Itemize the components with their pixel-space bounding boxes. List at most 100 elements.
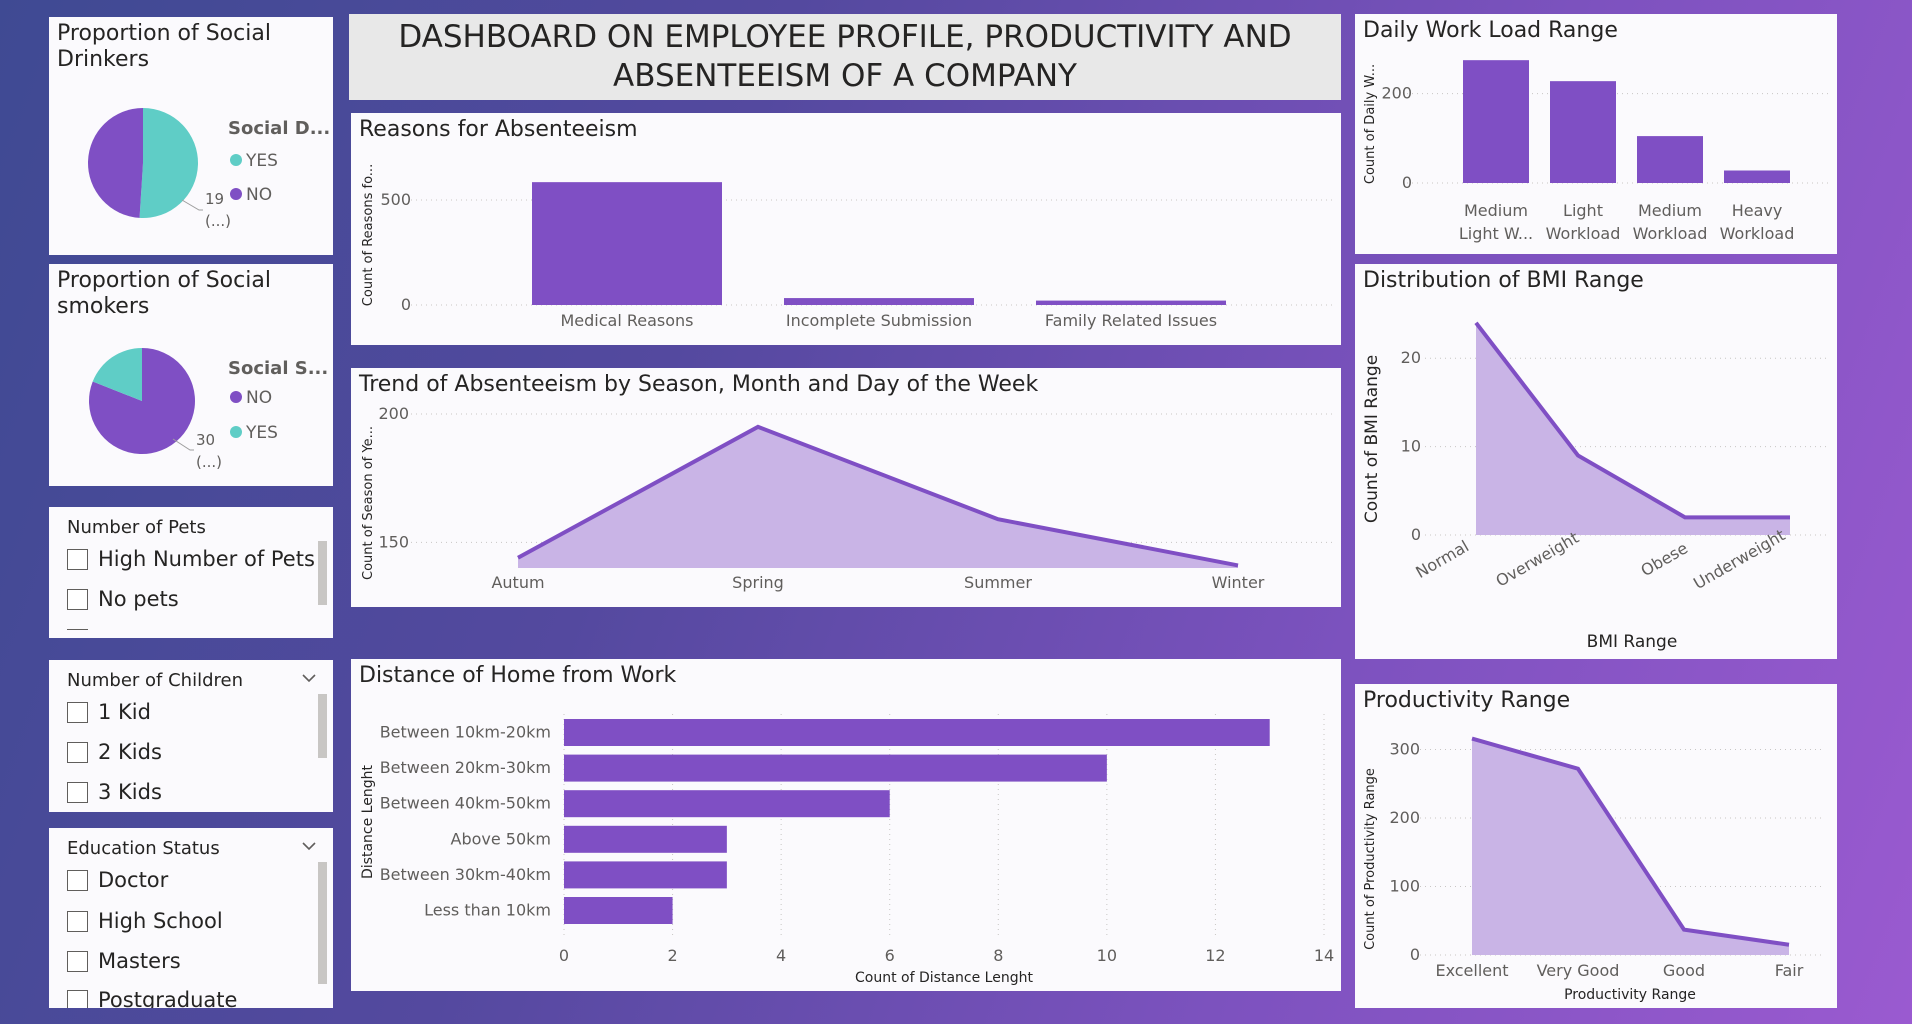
bmi-chart: 0 10 20 Count of BMI Range Normal Overweight O… (1362, 321, 1830, 652)
bar[interactable] (1724, 170, 1790, 183)
bar[interactable] (1463, 60, 1529, 183)
x-axis-label: Productivity Range (1564, 987, 1696, 1003)
scrollbar[interactable] (318, 541, 327, 605)
pie-slice-yes[interactable] (92, 348, 142, 401)
reasons-chart: 0 500 Count of Reasons fo... Medical Reason… (361, 164, 1336, 330)
y-tick-label: 200 (378, 404, 409, 423)
pie-slice-no[interactable] (88, 108, 143, 218)
bar[interactable] (784, 298, 974, 305)
slicer-item-doctor[interactable]: Doctor (67, 868, 168, 892)
pie-slice-yes[interactable] (139, 108, 199, 218)
y-tick-label: 100 (1389, 877, 1420, 896)
x-tick-label: 10 (1097, 946, 1117, 965)
children-slicer: Number of Children 1 Kid 2 Kids 3 Kids (49, 660, 333, 812)
distance-chart: 0 2 4 6 8 10 12 14 Between 10km-20km Between 20km… (360, 714, 1334, 986)
pets-slicer: Number of Pets High Number of Pets No pe… (49, 507, 333, 638)
slicer-item-no-pets[interactable]: No pets (67, 587, 179, 611)
slicer-item-3-kids[interactable]: 3 Kids (67, 780, 162, 804)
pie-data-label-ellipsis: (...) (196, 453, 222, 471)
x-tick-label: Very Good (1537, 961, 1620, 980)
social-smokers-card: Proportion of Social smokers 30 (...) So… (49, 264, 333, 486)
y-tick-label: Between 30km-40km (380, 865, 551, 884)
checkbox[interactable] (67, 910, 88, 932)
scrollbar[interactable] (318, 862, 327, 984)
y-axis-label: Count of Daily W... (1363, 64, 1378, 184)
checkbox[interactable] (67, 869, 88, 891)
y-tick-label: Less than 10km (424, 901, 551, 920)
x-tick-label: Heavy (1732, 201, 1783, 220)
education-slicer-title: Education Status (67, 838, 220, 859)
slicer-item-label: Postgraduate (98, 988, 238, 1008)
productivity-card: Productivity Range 0 100 200 300 Count of Pr… (1355, 684, 1837, 1008)
checkbox[interactable] (67, 741, 88, 763)
x-tick-label: Obese (1638, 538, 1691, 580)
y-tick-label: 10 (1401, 437, 1421, 456)
bar[interactable] (564, 790, 890, 818)
x-tick-label: 14 (1314, 946, 1334, 965)
y-axis-label: Distance Lenght (360, 765, 376, 879)
x-tick-label: Overweight (1492, 528, 1582, 591)
y-tick-label: Between 40km-50km (380, 794, 551, 813)
legend-marker-yes (230, 154, 242, 166)
x-tick-label: 2 (667, 946, 677, 965)
x-tick-label: 4 (776, 946, 786, 965)
x-tick-label: Incomplete Submission (786, 311, 972, 330)
x-tick-label: Medical Reasons (560, 311, 693, 330)
slicer-item-label: No pets (98, 587, 179, 611)
reasons-card: Reasons for Absenteeism 0 500 Count of Rea… (351, 113, 1341, 345)
social-smokers-title: Proportion of Social smokers (57, 268, 271, 319)
bar[interactable] (564, 897, 673, 924)
x-tick-label: Winter (1212, 573, 1265, 592)
slicer-item-postgraduate[interactable]: Postgraduate (67, 988, 237, 1008)
checkbox[interactable] (67, 950, 88, 972)
slicer-item-label: 3 Kids (98, 780, 162, 804)
bar[interactable] (1036, 300, 1226, 305)
slicer-item-label: 2 Kids (98, 740, 162, 764)
y-tick-label: 0 (1410, 945, 1420, 964)
bar[interactable] (1550, 81, 1616, 183)
slicer-item-high-school[interactable]: High School (67, 909, 223, 933)
bar[interactable] (564, 825, 727, 853)
bar[interactable] (564, 861, 727, 889)
workload-card: Daily Work Load Range 0 200 Count of Daily… (1355, 14, 1837, 254)
chevron-down-icon[interactable] (301, 838, 317, 854)
x-tick-label: 12 (1205, 946, 1225, 965)
pets-slicer-title: Number of Pets (67, 517, 206, 538)
distance-title: Distance of Home from Work (359, 663, 677, 688)
slicer-item-masters[interactable]: Masters (67, 949, 181, 973)
x-tick-label: Normal (1412, 537, 1472, 582)
x-tick-label: Medium (1464, 201, 1528, 220)
bar[interactable] (564, 719, 1270, 746)
series-line[interactable] (1474, 321, 1790, 520)
social-drinkers-chart: 19 (...) Social D... YES NO (88, 108, 330, 230)
x-tick-label: Workload (1633, 224, 1708, 243)
scrollbar[interactable] (318, 694, 327, 758)
chevron-down-icon[interactable] (301, 670, 317, 686)
checkbox[interactable] (67, 989, 88, 1008)
x-tick-label: Workload (1546, 224, 1621, 243)
checkbox[interactable] (67, 701, 88, 723)
bar[interactable] (532, 182, 722, 305)
series-line[interactable] (1471, 736, 1790, 947)
checkbox[interactable] (67, 781, 88, 803)
slicer-item-1-kid[interactable]: 1 Kid (67, 700, 151, 724)
y-tick-label: 200 (1389, 808, 1420, 827)
bar[interactable] (564, 754, 1107, 782)
x-tick-label: Underweight (1690, 525, 1788, 593)
slicer-item-label: High School (98, 909, 223, 933)
social-drinkers-title: Proportion of Social Drinkers (57, 21, 271, 72)
x-tick-label: 0 (559, 946, 569, 965)
bar[interactable] (1637, 136, 1703, 183)
slicer-item-2-kids[interactable]: 2 Kids (67, 740, 162, 764)
checkbox[interactable] (67, 588, 88, 610)
y-tick-label: Between 20km-30km (380, 758, 551, 777)
series-line[interactable] (517, 424, 1239, 568)
checkbox[interactable] (67, 548, 88, 570)
y-tick-label: 300 (1389, 740, 1420, 759)
pie-data-label-ellipsis: (...) (205, 212, 231, 230)
slicer-item-high-number-of-pets[interactable]: High Number of Pets (67, 547, 315, 571)
social-smokers-chart: 30 (...) Social S... NO YES (89, 348, 328, 471)
legend-title: Social D... (228, 118, 330, 139)
y-tick-label: 0 (1402, 173, 1412, 192)
y-tick-label: Above 50km (451, 829, 552, 848)
